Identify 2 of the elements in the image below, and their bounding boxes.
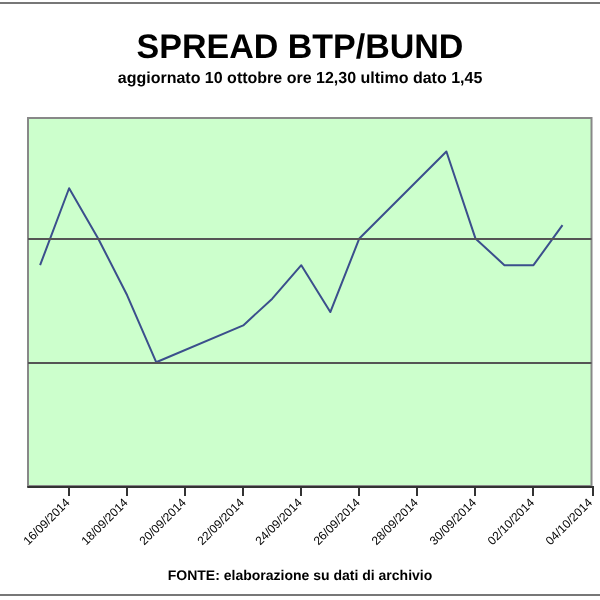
chart-title: SPREAD BTP/BUND <box>136 28 464 66</box>
chart-subtitle: aggiornato 10 ottobre ore 12,30 ultimo dato 1,45 <box>117 69 484 87</box>
